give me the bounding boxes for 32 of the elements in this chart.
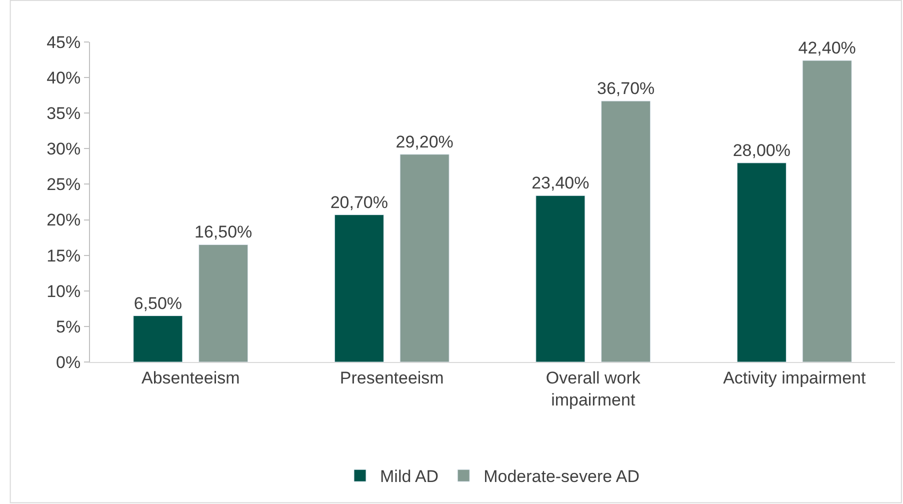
data-label: 23,40% <box>532 174 590 193</box>
data-label: 16,50% <box>194 222 252 242</box>
y-tick-label: 5% <box>56 317 81 336</box>
x-tick-label: Presenteeism <box>340 368 444 388</box>
y-tick-label: 0% <box>56 352 81 372</box>
bar <box>400 154 450 362</box>
legend-label: Moderate-severe AD <box>484 467 640 486</box>
y-tick-label: 25% <box>46 175 81 194</box>
y-tick-label: 10% <box>46 282 81 301</box>
data-label: 28,00% <box>732 140 791 160</box>
data-label: 20,70% <box>330 192 388 212</box>
y-tick-label: 40% <box>46 68 81 88</box>
x-tick-label: Activity impairment <box>723 368 866 388</box>
bar <box>536 195 586 362</box>
data-label: 6,50% <box>134 294 182 313</box>
x-tick-label: Overall work impairment <box>546 368 641 410</box>
bar <box>802 60 852 362</box>
y-tick-label: 45% <box>46 32 81 52</box>
y-tick-label: 15% <box>46 246 81 266</box>
bar <box>198 244 248 362</box>
bar <box>736 162 786 362</box>
bar <box>334 214 384 362</box>
bar <box>601 100 651 362</box>
y-tick-label: 20% <box>46 210 81 230</box>
data-label: 36,70% <box>596 79 655 98</box>
bar <box>133 316 183 362</box>
x-tick-label: Absenteeism <box>141 368 240 388</box>
y-tick-label: 30% <box>46 140 81 159</box>
legend-label: Mild AD <box>380 467 439 486</box>
y-tick-label: 35% <box>46 104 81 124</box>
data-label: 42,40% <box>798 38 856 58</box>
data-label: 29,20% <box>396 132 454 152</box>
